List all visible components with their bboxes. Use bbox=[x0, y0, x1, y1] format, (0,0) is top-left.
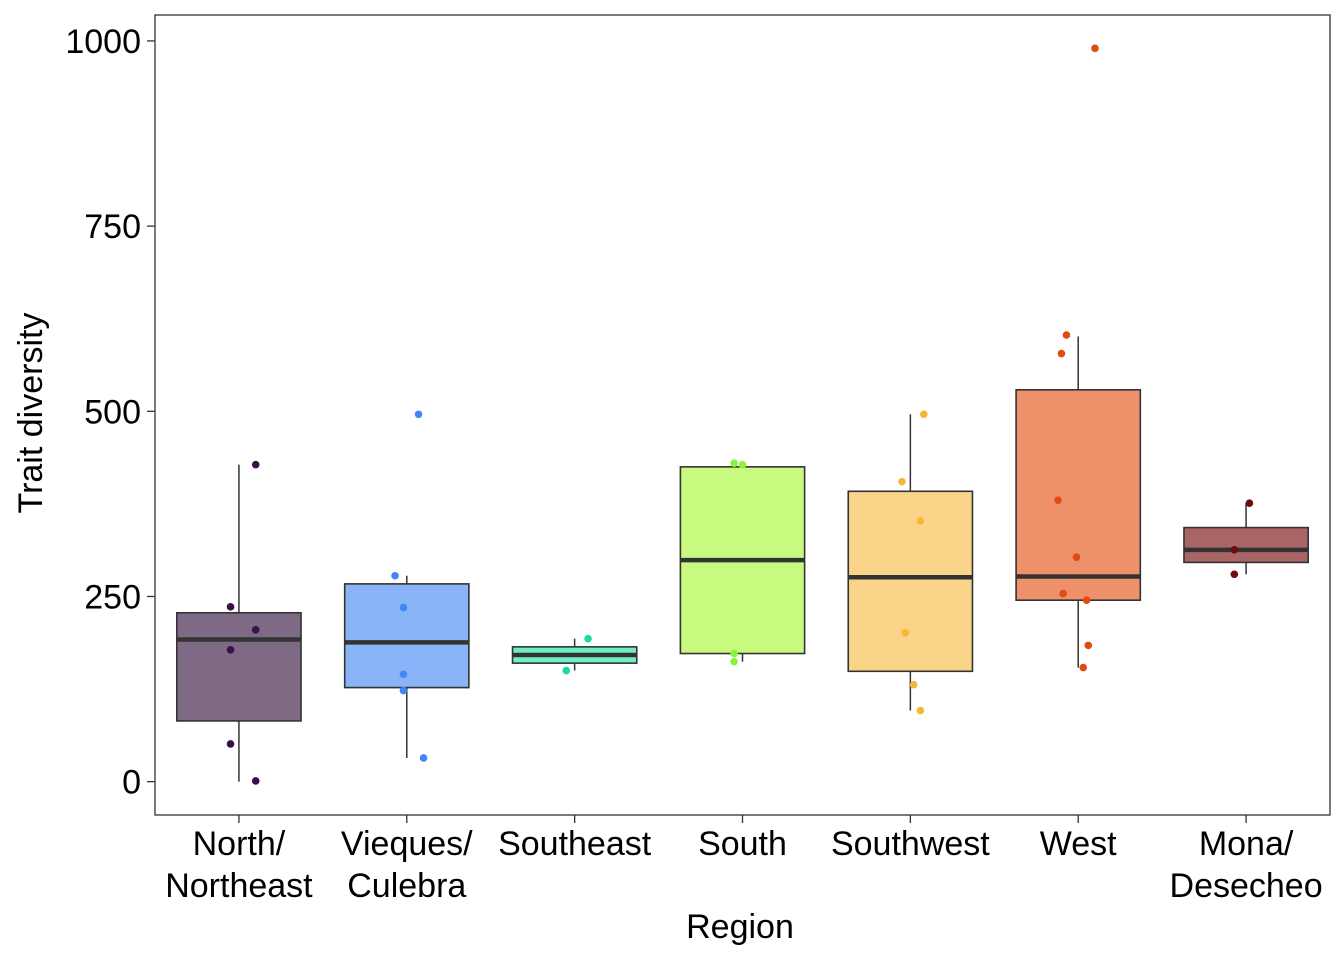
data-point-4-2 bbox=[916, 517, 925, 525]
y-tick-label-1000: 1000 bbox=[65, 23, 141, 61]
box-group-5 bbox=[1015, 336, 1142, 668]
x-tick-label-5-0: West bbox=[1040, 825, 1117, 863]
data-point-4-1 bbox=[898, 477, 906, 486]
box-group-2 bbox=[511, 638, 638, 671]
x-tick-label-0-1: Northeast bbox=[165, 867, 313, 905]
y-axis-title: Trait diversity bbox=[12, 313, 50, 514]
box-4 bbox=[847, 490, 974, 673]
data-point-6-1 bbox=[1230, 546, 1239, 554]
data-point-0-1 bbox=[226, 603, 235, 611]
data-point-1-3 bbox=[399, 670, 408, 679]
x-tick-label-0-0: North/ bbox=[193, 825, 286, 863]
data-point-5-5 bbox=[1059, 589, 1067, 598]
data-point-4-0 bbox=[919, 410, 928, 419]
data-point-3-1 bbox=[738, 460, 747, 469]
data-point-4-4 bbox=[909, 680, 918, 689]
x-tick-label-1-1: Culebra bbox=[347, 867, 466, 905]
data-point-5-7 bbox=[1084, 641, 1093, 650]
data-point-2-1 bbox=[562, 666, 571, 675]
x-tick-label-1-0: Vieques/ bbox=[341, 825, 473, 863]
x-axis-title: Region bbox=[686, 908, 794, 946]
y-axis: 0 250 500 750 1000 bbox=[65, 23, 155, 802]
box-5 bbox=[1015, 389, 1142, 601]
data-point-5-3 bbox=[1054, 496, 1062, 504]
boxes-layer bbox=[176, 336, 1309, 782]
data-point-3-0 bbox=[730, 459, 738, 467]
data-point-0-3 bbox=[226, 646, 235, 654]
data-point-1-0 bbox=[414, 410, 423, 419]
box-group-6 bbox=[1183, 503, 1309, 575]
box-6 bbox=[1183, 526, 1309, 564]
box-group-1 bbox=[343, 575, 470, 758]
data-point-5-4 bbox=[1072, 553, 1081, 562]
x-tick-label-6-1: Desecheo bbox=[1170, 867, 1323, 905]
y-tick-label-250: 250 bbox=[84, 578, 141, 616]
data-point-5-8 bbox=[1079, 663, 1088, 672]
y-tick-label-750: 750 bbox=[84, 208, 141, 246]
data-point-0-2 bbox=[251, 626, 260, 634]
box-group-0 bbox=[176, 464, 302, 782]
data-point-1-5 bbox=[419, 754, 428, 762]
data-point-3-3 bbox=[730, 657, 738, 666]
box-0 bbox=[176, 611, 302, 722]
data-point-2-0 bbox=[584, 634, 592, 643]
x-tick-label-4-0: Southwest bbox=[831, 825, 990, 863]
data-point-5-1 bbox=[1062, 331, 1071, 339]
data-point-5-6 bbox=[1082, 596, 1091, 604]
y-tick-label-0: 0 bbox=[122, 764, 141, 802]
data-point-1-2 bbox=[399, 603, 408, 612]
data-point-0-4 bbox=[226, 740, 235, 748]
x-axis: North/Northeast Vieques/Culebra Southeast S… bbox=[165, 815, 1323, 905]
data-point-1-1 bbox=[391, 571, 399, 580]
data-point-1-4 bbox=[399, 686, 408, 695]
x-tick-label-6-0: Mona/ bbox=[1199, 825, 1294, 863]
data-point-5-2 bbox=[1057, 349, 1066, 358]
box-group-4 bbox=[847, 414, 974, 711]
points-layer bbox=[226, 44, 1254, 785]
data-point-3-2 bbox=[730, 649, 738, 658]
data-point-0-0 bbox=[251, 460, 260, 469]
y-tick-label-500: 500 bbox=[84, 393, 141, 431]
x-tick-label-3-0: South bbox=[698, 825, 787, 863]
data-point-6-2 bbox=[1230, 570, 1239, 579]
data-point-0-5 bbox=[251, 777, 260, 785]
box-group-3 bbox=[679, 464, 806, 662]
x-tick-label-2-0: Southeast bbox=[498, 825, 652, 863]
data-point-4-5 bbox=[916, 706, 925, 715]
plot-panel bbox=[154, 14, 1331, 816]
box-1 bbox=[343, 583, 470, 689]
data-point-4-3 bbox=[901, 628, 910, 637]
data-point-6-0 bbox=[1245, 499, 1254, 507]
data-point-5-0 bbox=[1091, 44, 1099, 53]
